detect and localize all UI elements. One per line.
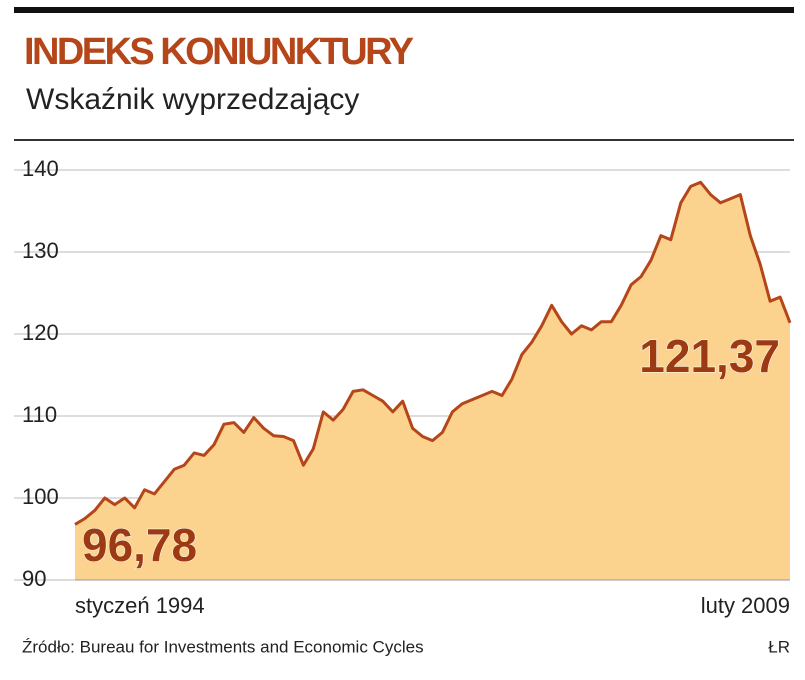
credit: ŁR xyxy=(768,637,790,656)
annotation: 121,37 xyxy=(639,330,780,382)
y-tick-label: 140 xyxy=(22,156,59,181)
y-tick-label: 130 xyxy=(22,238,59,263)
y-tick-label: 120 xyxy=(22,320,59,345)
annotation: 96,78 xyxy=(82,519,197,571)
x-tick-label: luty 2009 xyxy=(701,593,790,618)
y-tick-label: 100 xyxy=(22,484,59,509)
source: Źródło: Bureau for Investments and Econo… xyxy=(22,637,424,656)
plot: 90 100 110 120 130 140 styczeń 1994 luty 2009 96… xyxy=(14,156,792,618)
line xyxy=(74,180,792,526)
x-tick-label: styczeń 1994 xyxy=(75,593,205,618)
chart-subtitle: Wskaźnik wyprzedzający xyxy=(26,83,359,116)
area xyxy=(75,182,790,581)
top-rule xyxy=(14,7,794,13)
chart-title: INDEKS KONIUNKTURY xyxy=(24,31,414,73)
y-tick-label: 90 xyxy=(22,566,46,591)
y-tick-label: 110 xyxy=(22,402,57,427)
